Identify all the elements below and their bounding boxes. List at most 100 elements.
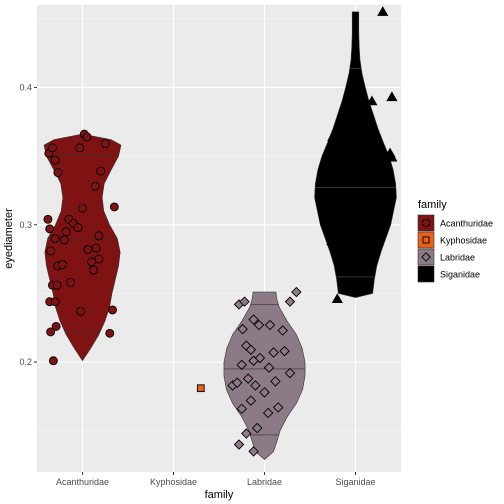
data-point-labridae: [259, 387, 270, 398]
x-axis: Acanthuridae Kyphosidae Labridae Siganidae: [56, 472, 376, 487]
data-point-labridae: [268, 347, 279, 358]
data-point-labridae: [241, 428, 252, 439]
legend-label: Kyphosidae: [440, 236, 487, 246]
data-point-acanthuridae: [109, 202, 119, 212]
data-point-acanthuridae: [83, 245, 93, 254]
y-tick-label: 0.2: [19, 357, 32, 367]
legend-label: Labridae: [440, 253, 475, 263]
data-point-acanthuridae: [91, 243, 101, 253]
data-point-siganidae: [326, 216, 338, 227]
y-tick-label: 0.4: [19, 82, 32, 92]
data-point-acanthuridae: [45, 224, 55, 234]
data-point-acanthuridae: [96, 166, 106, 176]
legend-key-diamond-icon: [421, 252, 431, 262]
data-point-labridae: [284, 296, 296, 307]
data-point-acanthuridae: [46, 246, 56, 256]
data-point-labridae: [270, 376, 281, 387]
data-point-siganidae: [386, 151, 398, 162]
data-point-labridae: [254, 352, 266, 364]
data-points: [43, 6, 398, 457]
data-point-acanthuridae: [66, 278, 76, 287]
data-point-labridae: [245, 395, 257, 406]
data-point-labridae: [250, 380, 261, 391]
data-point-acanthuridae: [51, 321, 61, 331]
violin-labridae: [223, 291, 306, 461]
y-axis-title: eyediameter: [3, 208, 15, 269]
y-tick-label: 0.3: [19, 220, 32, 230]
data-point-siganidae: [331, 293, 343, 303]
legend-label: Acanthuridae: [440, 219, 493, 229]
data-point-acanthuridae: [46, 327, 56, 337]
data-point-labridae: [231, 377, 243, 388]
data-point-acanthuridae: [87, 257, 97, 267]
data-point-labridae: [248, 446, 259, 457]
data-point-acanthuridae: [48, 143, 57, 153]
data-point-labridae: [233, 439, 245, 450]
data-point-acanthuridae: [82, 132, 92, 142]
data-point-acanthuridae: [52, 280, 62, 290]
data-point-acanthuridae: [78, 203, 87, 213]
data-point-labridae: [236, 359, 247, 371]
x-tick-label: Siganidae: [335, 477, 375, 487]
legend-key-circle-icon: [421, 218, 431, 228]
data-point-labridae: [242, 373, 254, 384]
data-point-acanthuridae: [61, 227, 71, 237]
data-point-acanthuridae: [50, 297, 60, 307]
data-point-acanthuridae: [90, 181, 100, 191]
data-point-acanthuridae: [48, 356, 58, 366]
data-point-labridae: [248, 314, 259, 325]
legend: family Acanthuridae Kyphosidae Labridae Sig…: [417, 199, 493, 283]
data-point-acanthuridae: [88, 265, 98, 275]
data-point-siganidae: [331, 147, 343, 158]
legend-key-square-icon: [422, 236, 430, 244]
data-point-labridae: [262, 407, 274, 419]
data-point-siganidae: [366, 95, 378, 106]
data-point-acanthuridae: [53, 168, 63, 178]
data-point-acanthuridae: [100, 139, 110, 149]
data-point-siganidae: [377, 6, 389, 16]
x-tick-label: Labridae: [247, 477, 282, 487]
data-point-labridae: [279, 345, 290, 357]
data-point-labridae: [291, 286, 302, 298]
data-point-acanthuridae: [105, 328, 115, 338]
legend-key-triangle-icon: [420, 268, 432, 278]
data-point-siganidae: [386, 91, 398, 102]
data-point-siganidae: [326, 235, 338, 246]
x-tick-label: Kyphosidae: [150, 477, 197, 487]
data-point-kyphosidae: [196, 384, 205, 393]
data-point-siganidae: [372, 220, 384, 231]
data-point-acanthuridae: [58, 260, 67, 270]
x-tick-label: Acanthuridae: [56, 477, 109, 487]
legend-title: family: [418, 199, 447, 211]
x-axis-title: family: [205, 489, 234, 501]
data-point-siganidae: [382, 172, 394, 183]
data-point-siganidae: [382, 188, 394, 199]
data-point-labridae: [251, 422, 263, 434]
data-point-labridae: [239, 296, 250, 307]
data-point-acanthuridae: [94, 231, 104, 241]
data-point-acanthuridae: [94, 254, 104, 264]
data-point-acanthuridae: [43, 214, 53, 224]
data-point-labridae: [253, 319, 265, 331]
data-point-labridae: [245, 344, 257, 355]
data-point-labridae: [237, 323, 248, 335]
data-point-acanthuridae: [50, 234, 60, 243]
data-point-labridae: [272, 402, 284, 413]
data-point-acanthuridae: [76, 306, 86, 316]
data-point-siganidae: [327, 131, 339, 141]
data-point-acanthuridae: [50, 155, 60, 165]
legend-item-siganidae: Siganidae: [417, 265, 480, 283]
data-point-acanthuridae: [73, 223, 83, 232]
data-point-acanthuridae: [108, 305, 117, 315]
data-point-labridae: [236, 403, 247, 415]
data-point-labridae: [264, 319, 276, 331]
legend-item-acanthuridae: Acanthuridae: [417, 214, 493, 232]
data-point-labridae: [277, 325, 288, 336]
data-point-labridae: [263, 362, 275, 373]
legend-item-labridae: Labridae: [417, 248, 475, 266]
data-point-acanthuridae: [59, 235, 69, 245]
y-axis: 0.2 0.3 0.4: [19, 82, 37, 367]
data-point-acanthuridae: [75, 143, 85, 153]
legend-item-kyphosidae: Kyphosidae: [417, 231, 487, 249]
